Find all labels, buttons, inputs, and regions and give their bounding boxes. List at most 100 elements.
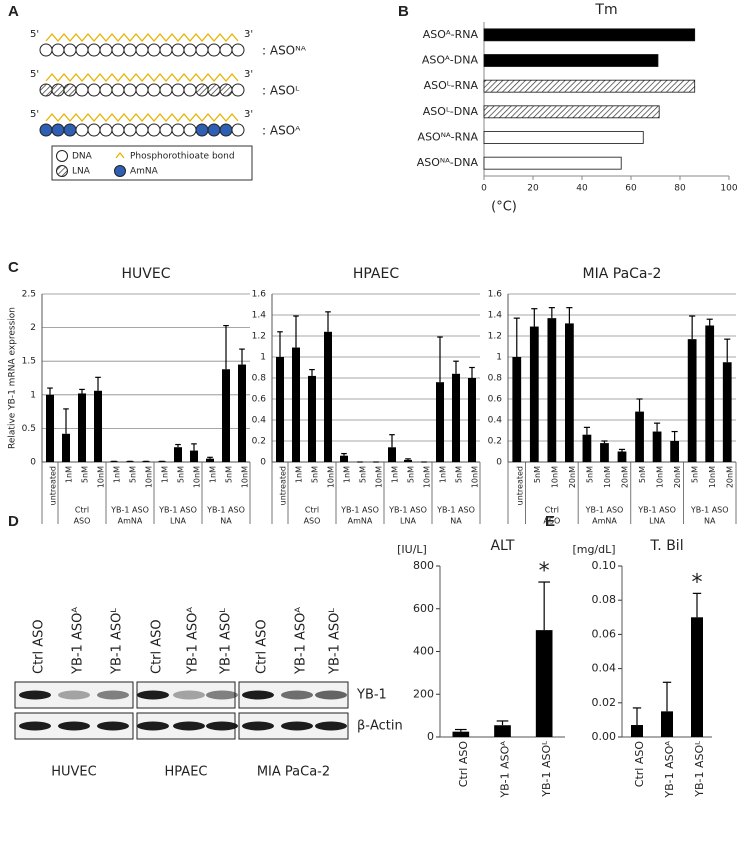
y-tick-label: 1.5 [22, 357, 36, 367]
x-tick-label: 5nM [359, 466, 368, 483]
error-bar [671, 430, 678, 441]
nucleotide [75, 83, 89, 97]
lane-label: Ctrl ASO [255, 619, 270, 674]
bar [670, 441, 679, 462]
bar [529, 326, 539, 462]
legend-label: DNA [72, 152, 93, 162]
group-label: YB-1 ASO [436, 506, 475, 515]
legend-symbol [56, 150, 68, 162]
bar [94, 390, 102, 462]
x-tick-label: 1nM [343, 466, 352, 483]
bar [276, 357, 284, 462]
y-tick-label: 0.5 [22, 424, 36, 434]
x-tick-label: 0 [481, 184, 487, 194]
bar [631, 725, 643, 737]
bar [62, 433, 70, 462]
three-prime: 3' [244, 29, 253, 40]
error-bar [277, 331, 283, 357]
error-bar [79, 388, 85, 394]
significance: * [692, 570, 703, 595]
x-tick-label: untreated [515, 466, 524, 505]
error-bar [689, 315, 696, 340]
chart-title: Tm [594, 2, 617, 18]
nucleotide [123, 43, 137, 57]
blot-band [242, 690, 274, 700]
nucleotide [111, 123, 125, 137]
x-tick-label: 5nM [691, 466, 700, 483]
y-tick-label: 200 [413, 687, 434, 700]
error-bar [724, 338, 731, 363]
bar [452, 373, 460, 462]
group-label: YB-1 ASO [206, 506, 245, 515]
y-tick-label: 1.2 [488, 332, 502, 342]
chart-title: HPAEC [353, 266, 399, 282]
group-label: AmNA [592, 517, 617, 526]
group-label: YB-1 ASO [110, 506, 149, 515]
group-label: NA [220, 517, 232, 526]
nucleotide [135, 43, 149, 57]
bar [483, 156, 622, 170]
y-tick-label: 1.6 [252, 290, 267, 300]
error-bar [293, 315, 299, 348]
bar [483, 131, 644, 144]
x-tick-label: 5nM [311, 466, 320, 483]
chart-title: T. Bil [649, 538, 683, 554]
oligo-label: : ASOᴺᴬ [262, 44, 307, 58]
bar [535, 630, 553, 737]
x-tick-label: 1nM [439, 466, 448, 483]
error-bar [692, 592, 702, 618]
legend-box [51, 145, 253, 181]
error-bar [175, 443, 181, 448]
five-prime: 5' [30, 29, 39, 40]
panel-letter: D [8, 513, 19, 530]
y-tick-label: 0.02 [592, 696, 617, 709]
protein-label: β-Actin [357, 719, 403, 734]
blot-band [242, 721, 274, 731]
y-tick-label: 0.6 [488, 395, 503, 405]
nucleotide [207, 83, 221, 97]
bar [687, 339, 697, 462]
x-tick-label: Ctrl ASO [633, 741, 646, 788]
x-tick-label: YB-1 ASOᴬ [499, 741, 512, 799]
error-bar [63, 408, 69, 434]
group-label: Ctrl [305, 506, 319, 515]
x-tick-label: 80 [674, 184, 686, 194]
y-tick-label: 600 [413, 602, 434, 615]
x-tick-label: 10nM [375, 466, 384, 488]
legend-symbol [56, 165, 68, 177]
nucleotide [39, 123, 53, 137]
error-bar [405, 458, 411, 460]
chart-title: ALT [490, 538, 514, 554]
error-bar [309, 369, 315, 376]
x-tick-label: 5nM [533, 466, 542, 483]
blot-band [97, 721, 129, 731]
x-tick-label: 5nM [177, 466, 186, 483]
x-tick-label: 1nM [65, 466, 74, 483]
blot-band [97, 690, 129, 700]
nucleotide [219, 83, 233, 97]
bar [565, 323, 574, 462]
x-axis-label: (°C) [491, 200, 517, 215]
category-label: ASOᴺᴬ-RNA [418, 131, 479, 144]
chart-title: MIA PaCa-2 [583, 266, 662, 282]
bar [512, 357, 522, 462]
y-tick-label: 1.4 [488, 311, 503, 321]
x-tick-label: 10nM [656, 466, 665, 488]
x-tick-label: YB-1 ASOᴸ [540, 741, 553, 798]
x-tick-label: 10nM [603, 466, 612, 488]
lane-label: Ctrl ASO [32, 619, 47, 674]
x-tick-label: 20nM [726, 466, 735, 488]
bar [617, 451, 627, 462]
error-bar [583, 426, 590, 435]
group-label: ASO [543, 517, 560, 526]
nucleotide [51, 123, 65, 137]
category-label: ASOᴸ-RNA [424, 79, 479, 92]
error-bar [455, 728, 467, 732]
blot-band [173, 690, 205, 700]
phosphorothioate-bonds [45, 113, 239, 122]
nucleotide [51, 43, 65, 57]
bar [206, 458, 214, 462]
x-tick-label: 10nM [97, 466, 106, 488]
unit-label: [mg/dL] [572, 543, 615, 556]
